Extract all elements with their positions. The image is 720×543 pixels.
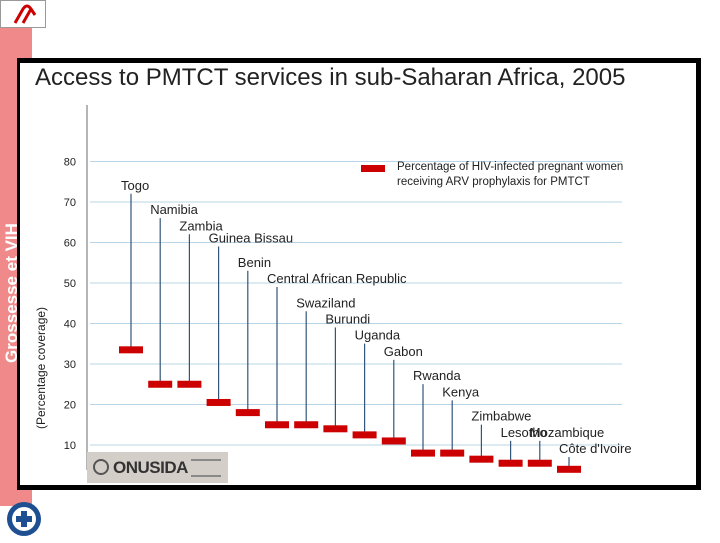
chart-title: Access to PMTCT services in sub-Saharan … xyxy=(35,64,626,91)
bar-kenya xyxy=(440,449,465,457)
bar-namibia xyxy=(148,380,173,388)
country-label: Uganda xyxy=(355,328,401,343)
country-label: Central African Republic xyxy=(267,271,407,286)
onusida-logo: ONUSIDA xyxy=(87,452,228,483)
bar-rwanda xyxy=(411,449,435,457)
bar-gabon xyxy=(381,437,406,445)
country-label: Burundi xyxy=(325,311,370,326)
country-label: Swaziland xyxy=(296,295,355,310)
y-tick-label: 20 xyxy=(64,400,76,412)
country-label: Guinea Bissau xyxy=(209,230,294,245)
medecins-du-monde-logo-icon xyxy=(2,500,46,538)
country-label: Kenya xyxy=(442,384,480,399)
y-tick-label: 80 xyxy=(64,157,76,169)
y-tick-label: 10 xyxy=(64,440,76,452)
onusida-fineprint xyxy=(191,459,221,477)
chart-panel xyxy=(20,63,696,485)
bar-uganda xyxy=(352,431,377,439)
bar-zimbabwe xyxy=(469,455,494,463)
country-label: Zimbabwe xyxy=(471,409,531,424)
y-tick-label: 30 xyxy=(64,359,76,371)
country-label: Namibia xyxy=(150,202,198,217)
bar-guinea-bissau xyxy=(206,398,231,406)
y-tick-label: 70 xyxy=(64,197,76,209)
country-label: Benin xyxy=(238,255,271,270)
country-label: Togo xyxy=(121,178,149,193)
legend-swatch xyxy=(361,165,385,172)
bar-zambia xyxy=(177,380,202,388)
bar-lesotho xyxy=(498,459,523,467)
ribbon-logo-icon xyxy=(0,0,46,28)
legend-label-line1: Percentage of HIV-infected pregnant wome… xyxy=(397,161,623,173)
country-label: Gabon xyxy=(384,344,423,359)
country-label: Lesotho xyxy=(501,425,547,440)
bar-benin xyxy=(235,409,260,417)
y-tick-label: 40 xyxy=(64,319,76,331)
country-label: Mozambique xyxy=(530,425,604,440)
y-tick-label: 50 xyxy=(64,278,76,290)
country-label: Zambia xyxy=(179,218,223,233)
bar-swaziland xyxy=(294,421,319,429)
bar-togo xyxy=(119,346,143,354)
y-tick-label: 60 xyxy=(64,238,76,250)
y-axis-label: (Percentage coverage) xyxy=(34,307,48,429)
bar-mozambique xyxy=(527,459,552,467)
onusida-logo-text: ONUSIDA xyxy=(113,458,188,477)
bar-central-african-republic xyxy=(265,421,289,429)
bar-burundi xyxy=(323,425,348,433)
country-label: Côte d'Ivoire xyxy=(559,441,632,456)
onusida-emblem-icon xyxy=(93,459,109,475)
legend-label-line2: receiving ARV prophylaxis for PMTCT xyxy=(397,176,590,188)
bar-c-te-d-ivoire xyxy=(557,465,581,473)
country-label: Rwanda xyxy=(413,368,461,383)
